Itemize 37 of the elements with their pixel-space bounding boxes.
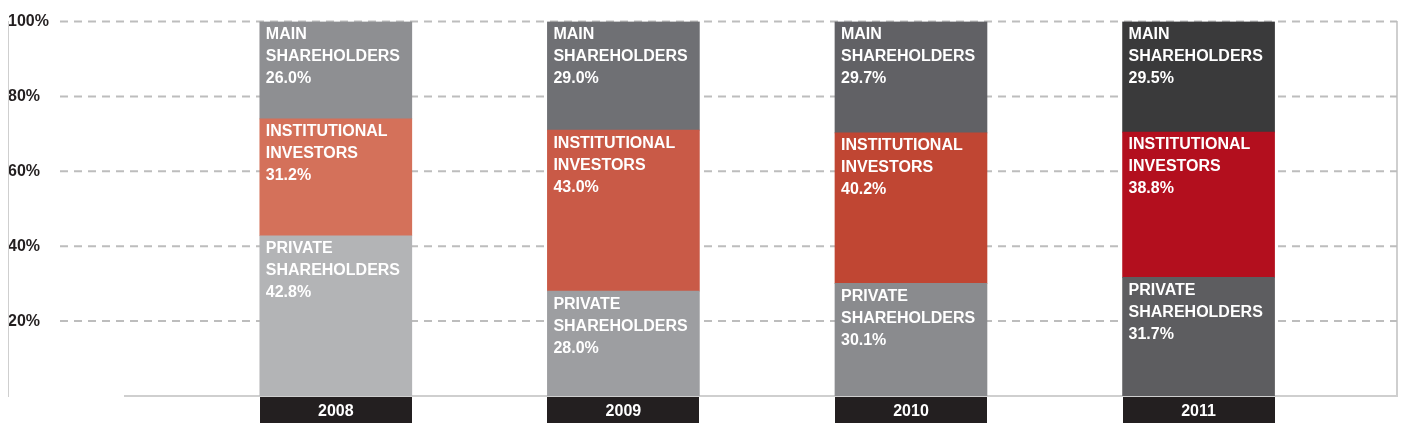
data-label: 30.1% xyxy=(840,330,887,348)
y-tick-label: 20% xyxy=(8,311,41,329)
text: PRIVATE SHAREHOLDERS xyxy=(265,239,401,279)
text: INSTITUTIONAL INVESTORS xyxy=(265,122,388,162)
bar xyxy=(547,129,700,292)
text: MAIN SHAREHOLDERS xyxy=(1128,25,1263,65)
series-label: MAIN SHAREHOLDERS xyxy=(265,25,401,65)
bar xyxy=(834,132,988,284)
data-label: 42.8% xyxy=(265,283,312,301)
y-tick-label: 40% xyxy=(8,236,41,254)
text: PRIVATE SHAREHOLDERS xyxy=(553,294,688,334)
text: INSTITUTIONAL INVESTORS xyxy=(1128,135,1251,175)
x-tick-label: 2009 xyxy=(605,402,642,420)
text: MAIN SHAREHOLDERS xyxy=(553,25,688,65)
y-tick-label: 100% xyxy=(8,12,49,30)
x-tick-label: 2011 xyxy=(1181,402,1217,420)
y-tick-label: 80% xyxy=(8,86,41,104)
series-label: PRIVATE SHAREHOLDERS xyxy=(840,286,976,326)
x-tick-label: 2008 xyxy=(318,402,354,420)
data-label: 38.8% xyxy=(1128,179,1174,197)
data-label: 29.0% xyxy=(553,69,599,87)
series-label: INSTITUTIONAL INVESTORS xyxy=(840,136,963,176)
data-label: 31.2% xyxy=(265,166,312,184)
data-label: 28.0% xyxy=(553,338,599,356)
data-label: 31.7% xyxy=(1128,324,1174,342)
x-tick-label: 2010 xyxy=(893,402,929,420)
data-label: 40.2% xyxy=(840,180,887,198)
text: INSTITUTIONAL INVESTORS xyxy=(553,133,676,173)
data-label: 43.0% xyxy=(553,177,599,195)
bar xyxy=(1122,21,1275,133)
text: PRIVATE SHAREHOLDERS xyxy=(1128,280,1263,320)
y-tick-label: 60% xyxy=(8,161,41,179)
data-label: 29.5% xyxy=(1128,69,1174,87)
data-label: 29.7% xyxy=(840,69,887,87)
data-label: 26.0% xyxy=(265,69,312,87)
bar xyxy=(1122,131,1275,278)
text: MAIN SHAREHOLDERS xyxy=(840,25,976,65)
